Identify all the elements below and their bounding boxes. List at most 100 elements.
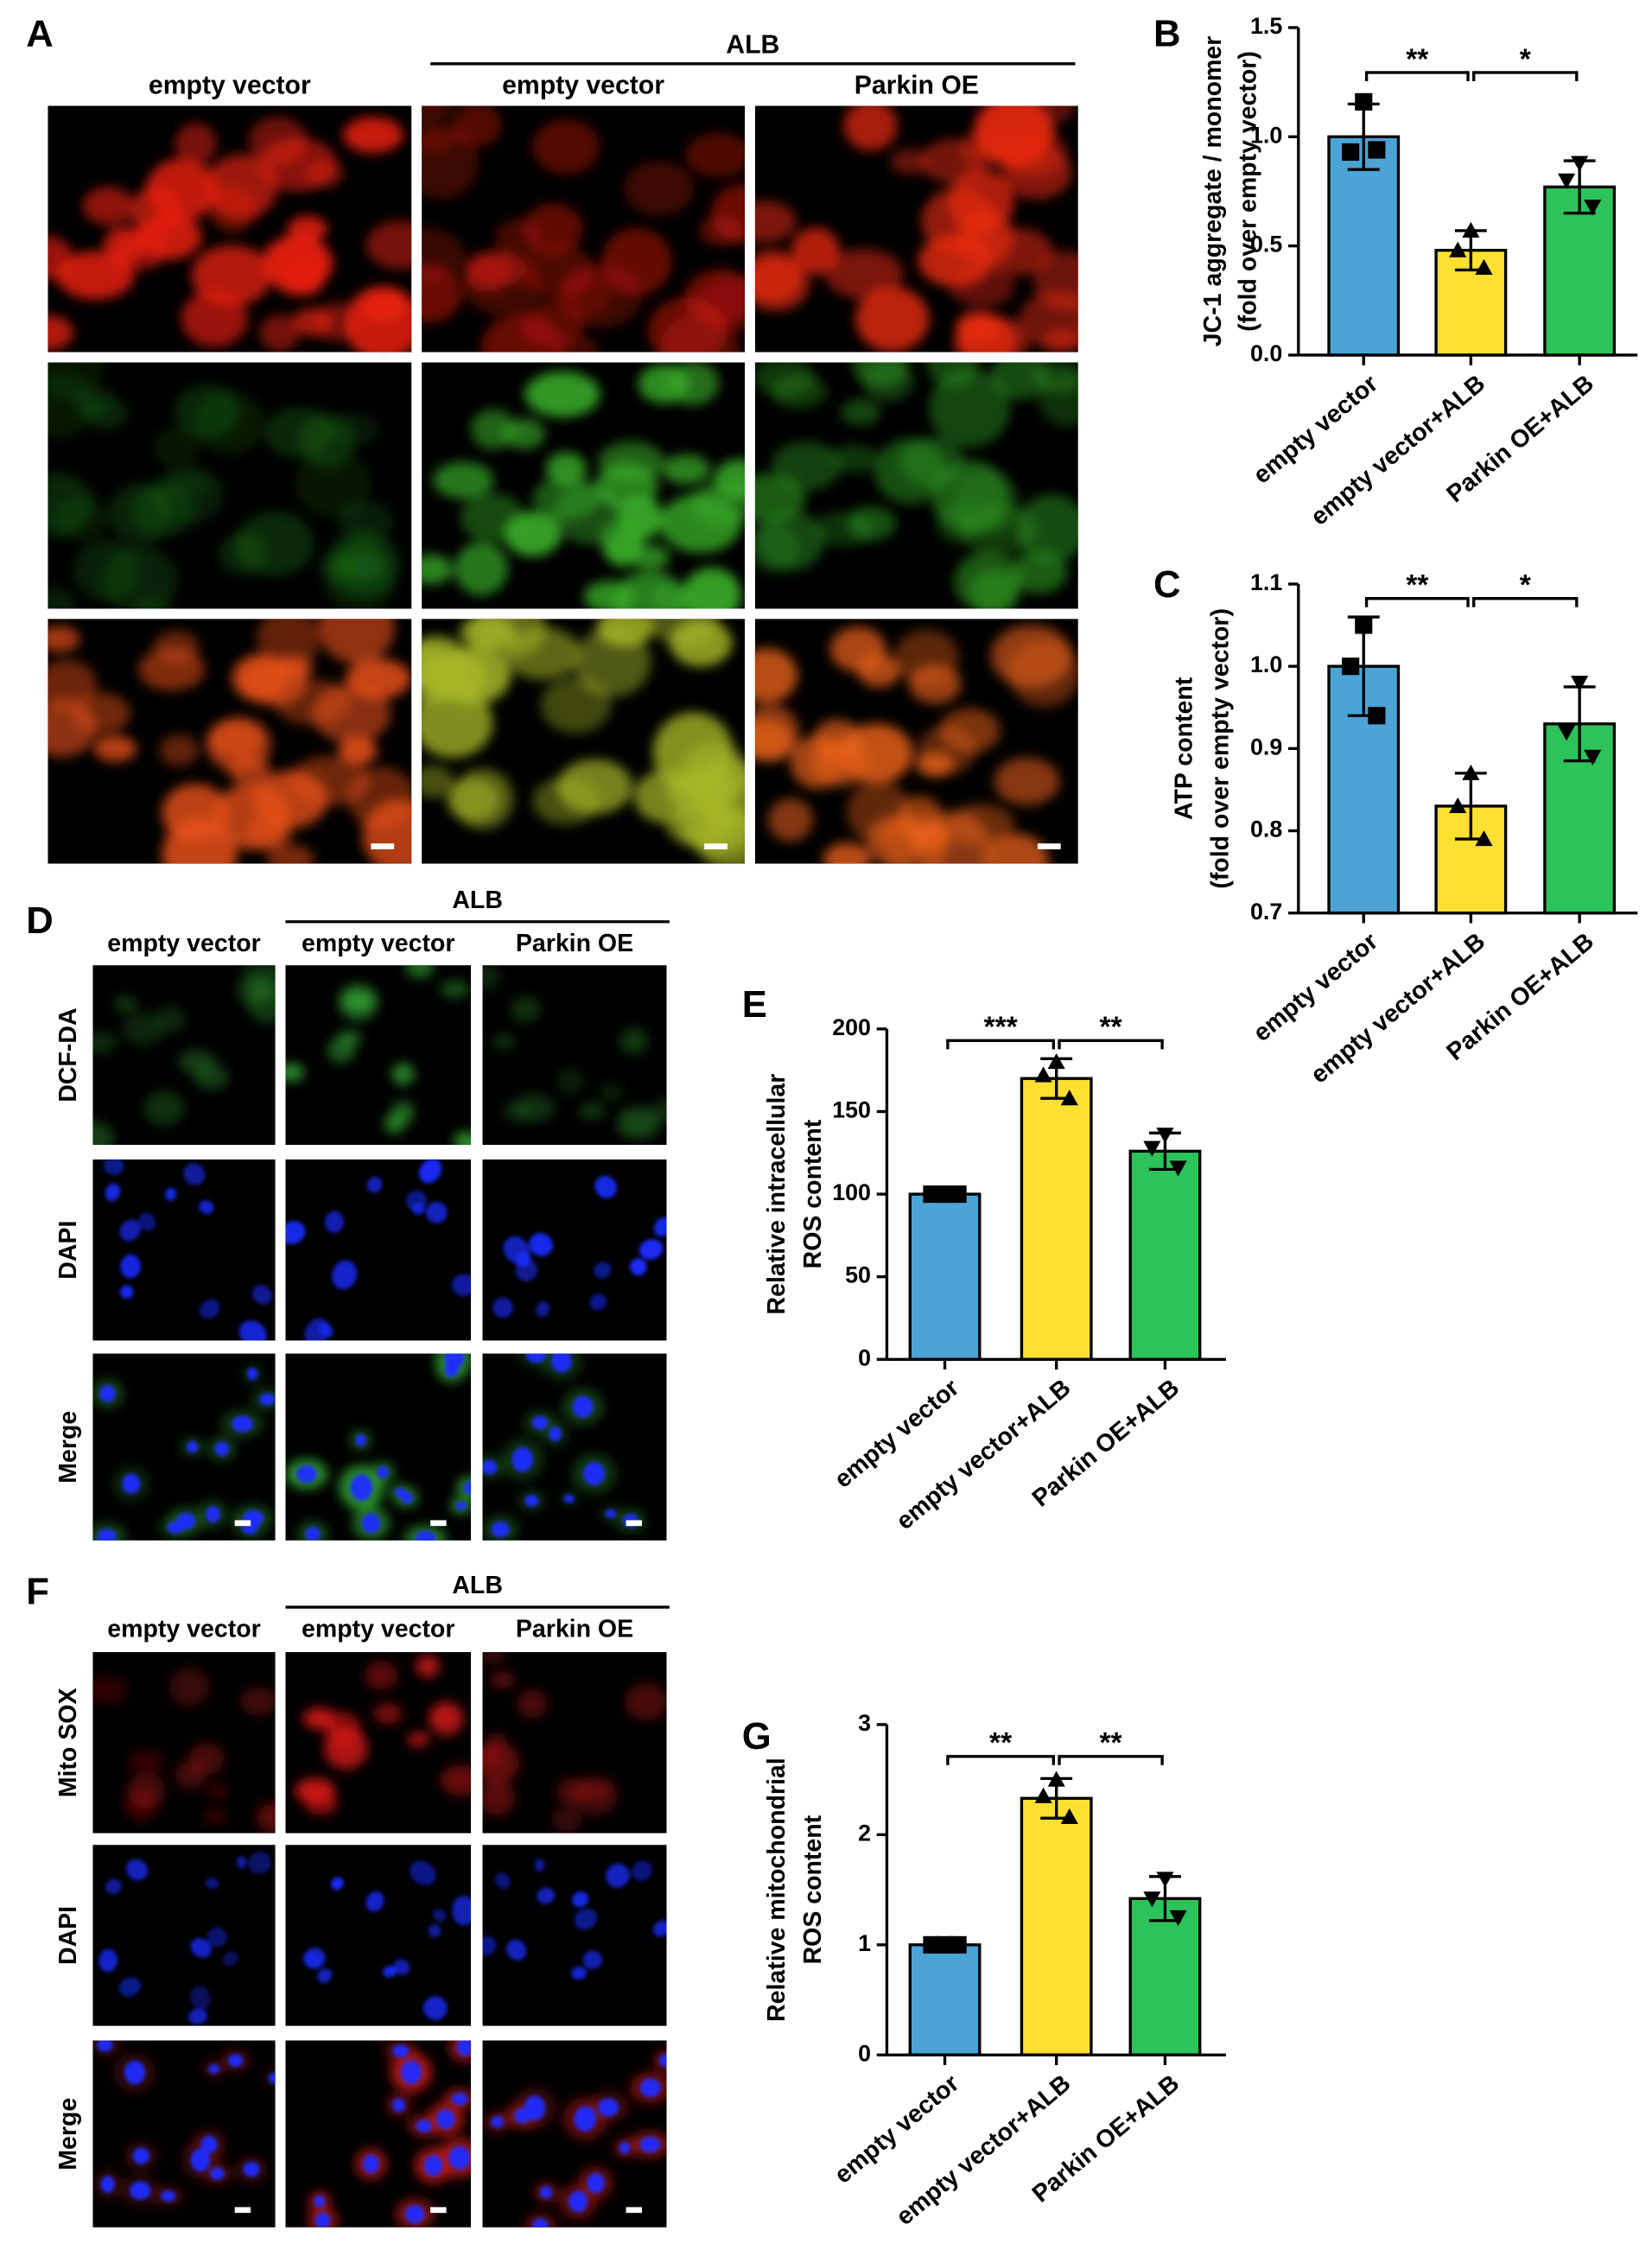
data-point (1060, 1808, 1078, 1825)
cells (754, 105, 1078, 353)
cell (600, 1082, 623, 1103)
micrograph (92, 2040, 276, 2227)
cell (523, 203, 584, 254)
nucleus (570, 1967, 588, 1980)
nucleus (563, 1494, 575, 1503)
significance-label: * (1520, 43, 1532, 75)
micrograph (285, 965, 472, 1146)
nucleus (532, 2218, 549, 2227)
y-tick-label: 2 (858, 1820, 871, 1846)
data-point (1156, 1128, 1174, 1144)
cell (346, 658, 411, 699)
nucleus (425, 1201, 448, 1223)
y-tick-label: 150 (832, 1097, 871, 1123)
data-point (1449, 241, 1467, 257)
cell (319, 619, 395, 664)
nucleus (423, 1996, 448, 2021)
cell (422, 765, 454, 798)
cell (73, 539, 142, 602)
y-axis-label: (fold over empty vector) (1206, 608, 1234, 889)
micrograph-background (285, 1845, 472, 2026)
nucleus (587, 2172, 605, 2194)
nucleus (506, 1939, 527, 1960)
cells (48, 619, 412, 864)
nucleus (122, 1473, 141, 1495)
cell (823, 842, 871, 864)
cell (56, 251, 135, 300)
cell (287, 215, 327, 242)
cell (422, 635, 468, 692)
cell (710, 184, 746, 244)
nucleus (119, 1219, 141, 1242)
significance-bracket (946, 1755, 1055, 1765)
nucleus (97, 2040, 113, 2052)
bar (1128, 1149, 1202, 1361)
y-axis-label: Relative intracellular (763, 1074, 791, 1315)
cell (662, 454, 710, 485)
data-point (1034, 1787, 1052, 1803)
nucleus (365, 1891, 384, 1912)
nucleus (100, 2176, 115, 2193)
nucleus (419, 1159, 442, 1184)
nucleus (251, 1285, 273, 1305)
cell (482, 1742, 520, 1784)
cell (579, 1103, 605, 1120)
cell (1007, 639, 1078, 708)
nucleus (165, 1187, 177, 1201)
cell (239, 1687, 276, 1716)
cell (754, 200, 797, 243)
nucleus (246, 1367, 258, 1381)
nucleus (132, 2147, 150, 2164)
nucleus (525, 1353, 547, 1363)
cell (82, 187, 134, 226)
nucleus (167, 1521, 184, 1534)
cell (649, 583, 691, 609)
data-point (1571, 676, 1589, 692)
row-label: Mito SOX (54, 1688, 82, 1798)
cell (452, 768, 514, 829)
y-tick-label: 0 (858, 2040, 871, 2066)
nucleus (238, 1320, 267, 1341)
nucleus (361, 1513, 381, 1534)
nucleus (415, 1530, 436, 1541)
cell (73, 384, 114, 417)
y-tick-label: 0.5 (1250, 232, 1282, 257)
scale-bar (430, 2207, 447, 2214)
nucleus (129, 2181, 151, 2200)
cell (556, 1777, 587, 1806)
cell (1032, 251, 1078, 312)
cell (482, 1652, 507, 1665)
cell (373, 1703, 403, 1725)
nucleus (452, 1274, 472, 1296)
nuclei (98, 1852, 271, 2024)
cell (327, 413, 380, 447)
micrograph (285, 1652, 472, 1833)
nucleus (597, 2098, 620, 2117)
cell (258, 137, 337, 192)
nucleus (232, 1415, 253, 1433)
data-point (1557, 173, 1576, 189)
cell (48, 659, 98, 709)
micrograph (285, 2040, 472, 2227)
cell (625, 1682, 667, 1721)
cell (499, 1101, 532, 1123)
cell (545, 452, 587, 486)
significance-bracket (1058, 1755, 1164, 1765)
column-label: empty vector (502, 72, 664, 100)
micrograph (92, 965, 276, 1146)
cells (422, 105, 746, 353)
cells (92, 1668, 276, 1833)
cell (997, 129, 1068, 176)
cell (209, 187, 257, 232)
cell (92, 1675, 128, 1705)
cell (422, 554, 453, 585)
nucleus (125, 1859, 149, 1881)
cell (981, 228, 1054, 276)
nucleus (318, 1323, 334, 1338)
cell (480, 313, 564, 353)
nucleus (589, 1293, 607, 1311)
row-label: Merge (54, 2098, 82, 2170)
data-point (1355, 616, 1373, 634)
nucleus (392, 2098, 405, 2113)
cell (404, 965, 435, 979)
